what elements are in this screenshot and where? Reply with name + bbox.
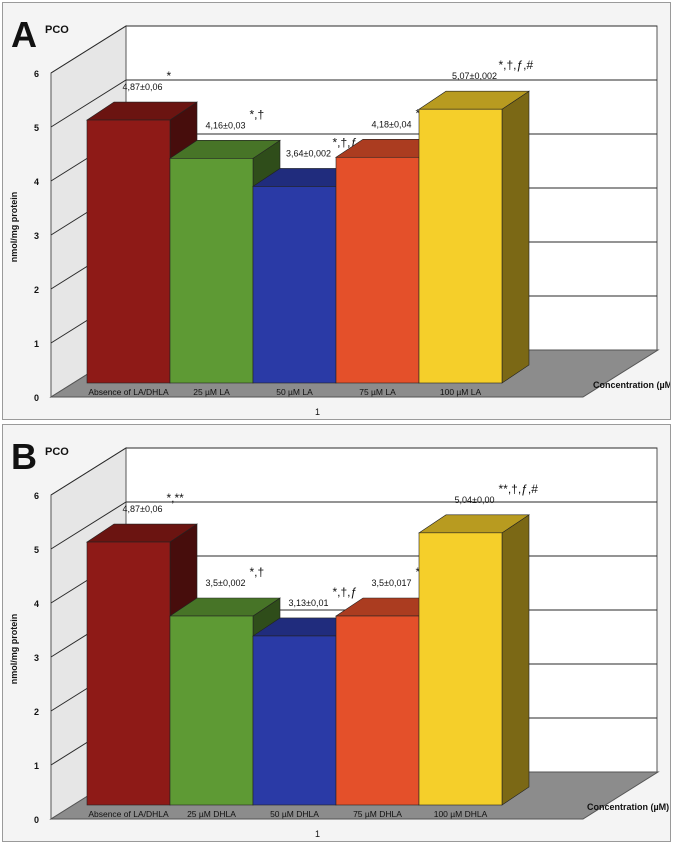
x-tick-label: 75 µM LA <box>359 387 396 397</box>
bar-front <box>86 119 171 384</box>
bar-front <box>252 635 337 806</box>
bar-front <box>335 156 420 384</box>
bar-front <box>418 532 503 806</box>
x-tick-label: 25 µM DHLA <box>187 809 236 819</box>
x-tick-label: 100 µM LA <box>440 387 482 397</box>
bar-front <box>169 615 254 806</box>
series-label: 1 <box>315 829 320 839</box>
significance-label: *,†,ƒ <box>333 135 358 149</box>
data-label: 3,5±0,017 <box>372 578 412 588</box>
y-axis-label: nmol/mg protein <box>9 192 19 263</box>
bar <box>418 514 530 806</box>
bar-front <box>169 158 254 384</box>
significance-label: *,†,ƒ,# <box>499 58 534 72</box>
y-tick-label: 3 <box>34 653 39 663</box>
significance-label: * <box>167 69 172 83</box>
series-label: 1 <box>315 407 320 417</box>
y-tick-label: 1 <box>34 761 39 771</box>
bar-front <box>418 108 503 384</box>
significance-label: *,†,ƒ <box>333 585 358 599</box>
gridline <box>50 79 657 128</box>
data-label: 3,64±0,002 <box>286 148 331 158</box>
data-label: 5,07±0,002 <box>452 71 497 81</box>
y-tick-label: 2 <box>34 285 39 295</box>
x-axis-label: Concentration (µM) <box>593 380 670 390</box>
gridline <box>50 501 657 550</box>
y-tick-label: 2 <box>34 707 39 717</box>
bar-front <box>335 615 420 806</box>
x-axis-label: Concentration (µM) <box>587 802 669 812</box>
bar <box>418 90 530 384</box>
data-label: 3,5±0,002 <box>206 578 246 588</box>
panel-letter: B <box>11 436 37 477</box>
y-tick-label: 5 <box>34 545 39 555</box>
y-tick-label: 0 <box>34 815 39 825</box>
data-label: 4,87±0,06 <box>123 82 163 92</box>
x-tick-label: Absence of LA/DHLA <box>88 387 169 397</box>
data-label: 3,13±0,01 <box>289 598 329 608</box>
y-axis-label: nmol/mg protein <box>9 614 19 685</box>
significance-label: *,† <box>250 565 265 579</box>
y-tick-label: 6 <box>34 69 39 79</box>
significance-label: **,†,ƒ,# <box>499 482 539 496</box>
y-tick-label: 0 <box>34 393 39 403</box>
gridline <box>50 25 657 74</box>
bar-front <box>252 186 337 384</box>
chart-b: B PCO nmol/mg protein Concentration (µM)… <box>9 436 669 839</box>
data-label: 4,87±0,06 <box>123 504 163 514</box>
x-tick-label: Absence of LA/DHLA <box>88 809 169 819</box>
y-tick-label: 6 <box>34 491 39 501</box>
y-tick-label: 1 <box>34 339 39 349</box>
x-tick-label: 25 µM LA <box>193 387 230 397</box>
bar-side <box>501 90 530 384</box>
y-tick-label: 3 <box>34 231 39 241</box>
y-tick-label: 5 <box>34 123 39 133</box>
data-label: 4,16±0,03 <box>206 120 246 130</box>
bar-front <box>86 541 171 806</box>
x-tick-label: 50 µM DHLA <box>270 809 319 819</box>
chart-title: PCO <box>45 446 69 458</box>
panel-a: A PCO nmol/mg protein Concentration (µM)… <box>2 2 671 420</box>
data-label: 4,18±0,04 <box>372 119 412 129</box>
chart-title: PCO <box>45 24 69 36</box>
significance-label: *,** <box>167 491 185 505</box>
chart-a: A PCO nmol/mg protein Concentration (µM)… <box>9 14 670 417</box>
x-tick-label: 100 µM DHLA <box>434 809 488 819</box>
bar-side <box>501 514 530 806</box>
gridline <box>50 447 657 496</box>
y-tick-label: 4 <box>34 599 39 609</box>
x-tick-label: 50 µM LA <box>276 387 313 397</box>
y-tick-label: 4 <box>34 177 39 187</box>
panel-letter: A <box>11 14 37 55</box>
panel-b: B PCO nmol/mg protein Concentration (µM)… <box>2 424 671 842</box>
significance-label: *,† <box>250 107 265 121</box>
data-label: 5,04±0,00 <box>455 495 495 505</box>
x-tick-label: 75 µM DHLA <box>353 809 402 819</box>
